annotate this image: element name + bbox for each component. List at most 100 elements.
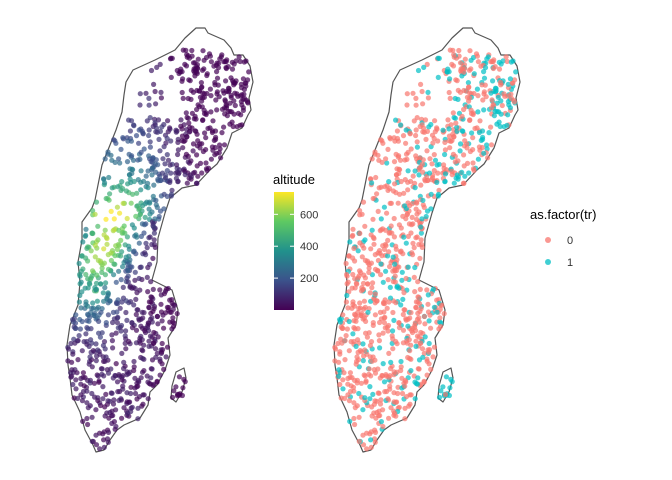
altitude-point — [151, 224, 157, 230]
altitude-point — [241, 95, 247, 101]
altitude-point — [78, 392, 84, 398]
altitude-point — [183, 47, 189, 53]
treatment-point — [475, 156, 481, 162]
altitude-point — [142, 328, 148, 334]
altitude-point — [162, 175, 169, 181]
treatment-point — [400, 213, 406, 219]
altitude-point — [167, 309, 173, 315]
treatment-point — [413, 206, 419, 212]
altitude-point — [86, 361, 92, 367]
altitude-point — [103, 216, 109, 222]
treatment-point — [358, 380, 364, 386]
treatment-point — [369, 156, 375, 162]
altitude-point — [214, 107, 220, 113]
treatment-point — [459, 169, 465, 175]
altitude-point — [131, 358, 137, 365]
altitude-point — [192, 128, 198, 134]
altitude-point — [236, 54, 242, 60]
treatment-point — [340, 377, 346, 383]
treatment-point — [432, 157, 439, 163]
altitude-point — [226, 88, 232, 94]
treatment-point — [452, 115, 458, 121]
altitude-point — [101, 246, 107, 252]
treatment-point — [370, 280, 376, 286]
treatment-point — [364, 258, 371, 264]
treatment-point — [350, 226, 356, 232]
treatment-point — [459, 113, 465, 119]
treatment-point — [393, 300, 399, 306]
altitude-point — [119, 350, 125, 356]
treatment-point — [353, 318, 359, 324]
altitude-point — [92, 211, 98, 217]
treatment-point — [419, 88, 425, 95]
treatment-point — [382, 314, 388, 320]
treatment-point — [437, 315, 443, 321]
altitude-point — [135, 383, 141, 389]
treatment-point — [415, 375, 421, 381]
treatment-point — [406, 403, 412, 409]
treatment-point — [407, 130, 413, 136]
altitude-point — [111, 227, 117, 233]
treatment-point — [420, 101, 426, 107]
treatment-point — [418, 329, 424, 336]
altitude-point — [152, 346, 159, 352]
treatment-point — [407, 348, 413, 354]
treatment-point — [416, 366, 422, 372]
treatment-point — [448, 376, 454, 382]
altitude-point — [138, 187, 144, 193]
altitude-point — [109, 408, 115, 414]
treatment-point — [400, 133, 407, 139]
altitude-point — [83, 255, 89, 261]
treatment-legend-title: as.factor(tr) — [530, 207, 596, 222]
altitude-points — [65, 47, 252, 452]
altitude-point — [147, 139, 153, 145]
treatment-point — [415, 67, 422, 74]
altitude-point — [238, 81, 244, 87]
altitude-point — [201, 110, 208, 117]
altitude-point — [142, 214, 148, 220]
altitude-point — [84, 245, 90, 251]
treatment-point — [346, 318, 352, 325]
altitude-point — [140, 130, 146, 136]
altitude-point — [141, 310, 147, 316]
treatment-point — [383, 227, 389, 233]
treatment-point — [347, 370, 353, 376]
altitude-point — [181, 376, 187, 382]
altitude-point — [120, 186, 126, 192]
altitude-point — [76, 260, 82, 267]
treatment-point — [404, 338, 410, 344]
treatment-point — [385, 253, 391, 259]
altitude-point — [237, 58, 243, 65]
altitude-point — [120, 135, 126, 141]
treatment-point — [424, 128, 430, 134]
treatment-point — [407, 392, 413, 398]
treatment-point — [436, 187, 442, 193]
altitude-point — [120, 200, 126, 206]
treatment-point — [450, 47, 456, 53]
treatment-point — [505, 112, 511, 118]
altitude-point — [115, 297, 121, 303]
treatment-point — [490, 78, 496, 84]
altitude-point — [70, 381, 76, 388]
treatment-point — [378, 419, 384, 425]
altitude-point — [143, 90, 149, 96]
treatment-point — [428, 325, 434, 331]
treatment-point — [354, 314, 360, 320]
altitude-point — [102, 180, 108, 186]
treatment-point — [377, 401, 384, 407]
treatment-point — [398, 367, 404, 374]
treatment-point — [490, 65, 496, 72]
colorbar-tick-label: 600 — [300, 209, 318, 221]
treatment-point — [343, 299, 349, 305]
altitude-point — [223, 65, 229, 72]
treatment-point — [369, 227, 375, 233]
treatment-point — [365, 309, 371, 315]
treatment-point — [351, 245, 357, 251]
altitude-point — [184, 134, 190, 140]
treatment-point — [372, 312, 378, 318]
treatment-point — [497, 79, 503, 85]
treatment-point — [340, 325, 346, 331]
altitude-point — [136, 127, 142, 133]
treatment-point — [376, 408, 382, 414]
altitude-point — [93, 199, 100, 205]
